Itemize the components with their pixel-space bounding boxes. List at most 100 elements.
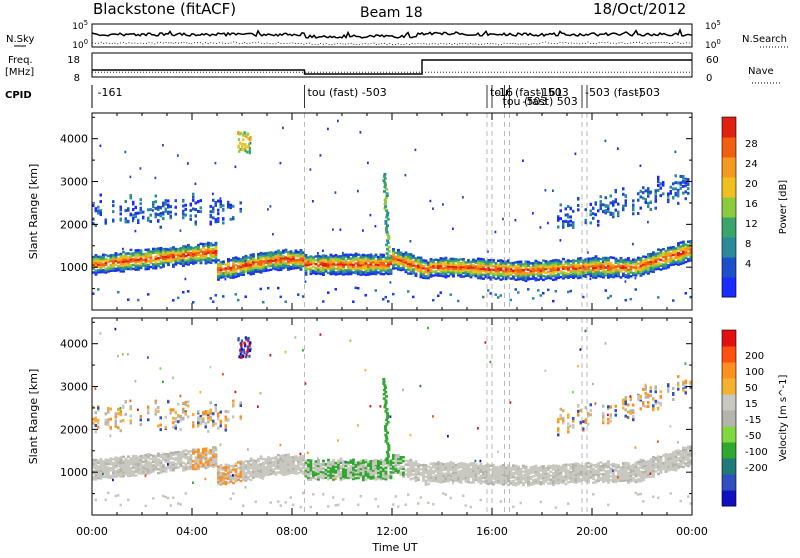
data-cell bbox=[500, 500, 503, 503]
data-cell bbox=[147, 453, 150, 455]
data-cell bbox=[517, 261, 520, 263]
data-cell bbox=[505, 260, 508, 262]
data-cell bbox=[200, 417, 203, 420]
data-cell bbox=[142, 211, 145, 214]
data-cell bbox=[672, 258, 675, 260]
data-cell bbox=[172, 421, 175, 424]
data-cell bbox=[377, 271, 380, 273]
data-cell bbox=[452, 228, 454, 231]
data-cell bbox=[407, 290, 410, 293]
data-cell bbox=[662, 252, 665, 254]
data-cell bbox=[567, 215, 570, 218]
data-cell bbox=[185, 278, 187, 281]
data-cell bbox=[232, 474, 234, 477]
data-cell bbox=[155, 207, 158, 210]
data-cell bbox=[425, 260, 428, 262]
data-cell bbox=[685, 243, 688, 245]
data-cell bbox=[157, 247, 160, 249]
data-cell bbox=[217, 417, 220, 420]
data-cell bbox=[205, 425, 208, 428]
data-cell bbox=[110, 475, 113, 477]
data-cell bbox=[595, 201, 598, 204]
data-cell bbox=[322, 254, 325, 256]
data-cell bbox=[270, 269, 273, 271]
data-cell bbox=[300, 506, 303, 509]
data-cell bbox=[97, 407, 100, 410]
data-cell bbox=[110, 264, 113, 266]
data-cell bbox=[420, 464, 423, 466]
data-cell bbox=[615, 198, 618, 201]
data-cell bbox=[540, 501, 543, 504]
data-cell bbox=[192, 247, 195, 249]
data-cell bbox=[670, 186, 673, 189]
data-cell bbox=[222, 261, 225, 263]
data-cell bbox=[600, 195, 603, 198]
data-cell bbox=[210, 366, 212, 369]
data-cell bbox=[205, 422, 208, 425]
data-cell bbox=[225, 410, 228, 413]
data-cell bbox=[107, 418, 110, 421]
data-cell bbox=[180, 451, 183, 453]
data-cell bbox=[527, 288, 530, 291]
data-cell bbox=[192, 413, 195, 416]
data-cell bbox=[460, 262, 463, 264]
data-cell bbox=[550, 478, 553, 480]
data-cell bbox=[370, 254, 373, 256]
data-cell bbox=[672, 187, 675, 190]
data-cell bbox=[315, 460, 318, 462]
data-cell bbox=[185, 449, 188, 451]
data-cell bbox=[597, 220, 600, 223]
data-cell bbox=[280, 504, 283, 507]
data-cell bbox=[105, 254, 108, 256]
data-cell bbox=[600, 207, 603, 210]
data-cell bbox=[355, 469, 358, 471]
data-cell bbox=[135, 206, 138, 209]
data-cell bbox=[395, 267, 398, 269]
data-cell bbox=[152, 201, 155, 204]
data-cell bbox=[400, 471, 403, 473]
data-cell bbox=[600, 200, 603, 203]
data-cell bbox=[235, 256, 238, 258]
data-cell bbox=[220, 261, 223, 263]
data-cell bbox=[490, 468, 493, 470]
data-cell bbox=[239, 142, 241, 145]
data-cell bbox=[527, 469, 530, 471]
data-cell bbox=[220, 464, 223, 466]
data-cell bbox=[312, 493, 315, 496]
data-cell bbox=[242, 148, 244, 151]
data-cell bbox=[222, 467, 225, 469]
data-cell bbox=[312, 471, 315, 473]
data-cell bbox=[562, 264, 565, 266]
data-cell bbox=[510, 262, 513, 264]
data-cell bbox=[252, 459, 255, 461]
data-cell bbox=[140, 207, 143, 210]
data-cell bbox=[402, 389, 404, 392]
data-cell bbox=[437, 295, 440, 298]
data-cell bbox=[240, 460, 243, 462]
data-cell bbox=[382, 298, 385, 301]
data-cell bbox=[277, 454, 280, 456]
data-cell bbox=[320, 255, 323, 257]
data-cell bbox=[575, 260, 578, 262]
data-cell bbox=[597, 224, 600, 227]
data-cell bbox=[107, 410, 110, 413]
data-cell bbox=[192, 424, 195, 427]
data-cell bbox=[680, 253, 683, 255]
data-cell bbox=[130, 196, 133, 199]
data-cell bbox=[115, 416, 118, 419]
data-cell bbox=[567, 502, 570, 505]
data-cell bbox=[262, 252, 265, 254]
data-cell bbox=[632, 272, 635, 274]
data-cell bbox=[542, 259, 545, 261]
data-cell bbox=[617, 269, 620, 271]
data-cell bbox=[522, 482, 525, 484]
data-cell bbox=[450, 293, 453, 296]
data-cell bbox=[410, 459, 413, 461]
data-cell bbox=[127, 252, 130, 254]
data-cell bbox=[455, 264, 458, 266]
data-cell bbox=[412, 477, 415, 479]
data-cell bbox=[357, 503, 360, 506]
data-cell bbox=[482, 465, 485, 467]
data-cell bbox=[445, 493, 448, 496]
data-cell bbox=[607, 210, 610, 213]
